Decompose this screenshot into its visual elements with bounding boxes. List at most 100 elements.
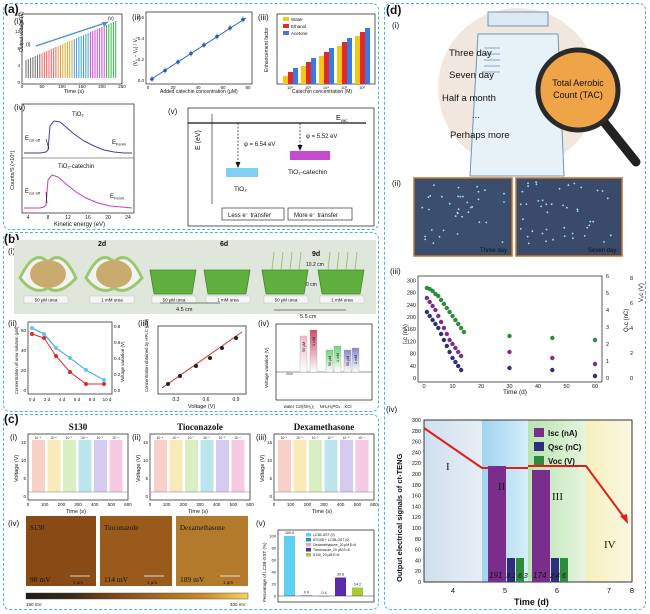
b-i-day6: 6d (220, 241, 228, 248)
b-iv-water-bar (286, 372, 293, 375)
a-iii-legend-ethanol: Ethanol (291, 24, 306, 29)
b-iv-bar-label: 50 μM (302, 342, 306, 352)
d-i-line-4: ... (472, 110, 480, 121)
d-iv-trend-2 (528, 465, 627, 521)
c-i-xtick: 500 (108, 502, 116, 507)
b-iii-xtick: 0.9 (233, 397, 240, 403)
b-i-sprout (298, 251, 302, 271)
d-iii-ytick-mid: 3 (606, 325, 609, 331)
c-ii-xtick: 200 (180, 502, 188, 507)
a-iii-bar (329, 48, 334, 84)
d-iv-ytick: 100 (412, 526, 421, 532)
b-ii-yticks-left: 0 20 40 60 (21, 328, 27, 393)
d-ii-colony (580, 186, 583, 189)
c-i-ytick: 10 (21, 458, 27, 463)
a-iii-plot: (iii) Water Ethanol Acetone Catechin con… (258, 13, 376, 95)
d-ii-colony (596, 189, 599, 192)
b-iv-ylabel: Voltage variation (V) (264, 347, 269, 388)
c-iv-image-3 (176, 516, 248, 586)
a-i-label: (i) (14, 17, 21, 26)
c-v-legend-swatch (306, 548, 311, 552)
d-iv-legend-voc: Voc (V) (548, 457, 575, 466)
c-iv-scale-2: 1 μm (147, 580, 157, 585)
c-v-bar-value: 14.2 (354, 582, 361, 586)
a-iv-spectrum-bottom (24, 174, 133, 209)
c-v-bar (318, 596, 329, 597)
a-iii-bar (311, 58, 316, 84)
c-v-plot: (v) 100.0 0.0 -0.4 30.8 14.2 LC3B-GST (0)ATG… (256, 519, 375, 603)
b-iv-group: CO(NH₂)₂ (296, 404, 315, 409)
d-iii-ytick-left: 40 (410, 364, 416, 370)
c-ii-ylabel: Voltage (V) (136, 455, 142, 482)
b-i-photos: (i) 2d 6d 9d 10.2 cm 0 cm 50 μM urea 1 mM… (8, 240, 376, 320)
b-ii-ylabel-right: Voltage variation (V) (120, 341, 125, 382)
c-iii-xtick: 0 (273, 502, 276, 507)
b-iv-bar (351, 347, 360, 373)
d-iii-ytick-mid: 2 (606, 342, 609, 348)
d-ii-colony (609, 234, 612, 237)
c-v-label: (v) (256, 519, 266, 528)
c-ii-conc: 10⁻⁵ (219, 436, 226, 440)
d-iii-ytick-mid: 6 (606, 274, 609, 280)
c-ii-segment (231, 440, 245, 492)
c-v-bar (335, 577, 346, 596)
a-ii-point (176, 60, 180, 64)
d-iii-ytick-left: 280 (407, 291, 416, 297)
d-iii-ylabel-isc: Iₛc (nA) (403, 324, 409, 344)
d-iii-point (447, 337, 452, 343)
d-iii-ytick-left: 300 (407, 278, 416, 284)
d-iv-ytick: 40 (415, 558, 421, 564)
a-i-ytick: 16 (15, 12, 21, 17)
b-iii-point (166, 382, 170, 386)
c-iii-segment (278, 440, 291, 492)
d-iii-series (424, 285, 598, 379)
b-ii-point-concentration (54, 354, 58, 358)
a-iv-xlabel: Kinetic energy (eV) (54, 222, 105, 228)
d-ii-colony (427, 196, 430, 199)
d-ii-colony (466, 201, 469, 204)
d-iii-point (456, 321, 461, 327)
c-iv-mv-1: 98 mV (30, 575, 51, 584)
c-iii-ytick: 0 (269, 494, 272, 499)
a-ii-point (241, 17, 245, 22)
a-v-ylabel: E (eV) (195, 130, 202, 150)
c-iii-segment (355, 440, 369, 492)
b-i-sprout (336, 251, 340, 271)
b-ii-xtick: 4 d (59, 397, 66, 402)
c-i-title: S130 (69, 422, 88, 432)
d-ii-colony (430, 229, 433, 231)
d-iii-point (430, 303, 435, 309)
c-iv-image-2 (100, 516, 172, 586)
a-iii-bar (301, 66, 306, 84)
a-iii-bar (365, 28, 370, 84)
d-iii-point (444, 343, 449, 349)
b-ii-series (30, 326, 106, 386)
d-iv-ytick: 240 (412, 450, 421, 456)
b-ii-yticks-right: 0.0 0.2 0.4 0.6 0.8 (114, 324, 121, 393)
d-iii-point (441, 337, 447, 343)
b-iv-bar (299, 335, 308, 373)
d-ii-colony (552, 238, 554, 241)
a-i-xtick: 0 (21, 84, 24, 89)
panel-b-frame (3, 232, 379, 412)
d-ii-colony (563, 235, 566, 238)
b-iii-point (194, 364, 198, 368)
d-ii-colony (567, 184, 570, 187)
c-ii-chart: (ii) Tioconazole 10⁻⁹ 10⁻⁸ 10⁻⁷ 10⁻⁶ 10⁻⁵ 10⁻⁴ 0… (132, 422, 254, 515)
c-iii-conc: 10⁻⁹ (281, 436, 288, 440)
b-i-width1: 4.5 cm (176, 307, 193, 313)
b-iii-points (161, 331, 243, 389)
d-ii-colony (448, 202, 451, 205)
c-iv-cbar-min: 150 mV (26, 602, 42, 607)
a-i-ylabel: Output voltage (V) (19, 11, 25, 52)
d-iii-point (427, 299, 432, 305)
b-ii-ytick-left: 40 (21, 348, 27, 353)
b-iii-label: (iii) (138, 319, 149, 328)
a-iii-bar (360, 32, 365, 84)
b-ii-ytick-right: 0.4 (114, 356, 121, 361)
d-iv-trend-1 (423, 427, 528, 469)
c-iv-scale-3: 1 μm (223, 580, 233, 585)
b-ii-ytick-left: 20 (21, 368, 27, 373)
d-iv-xtick: 8 (630, 586, 634, 595)
